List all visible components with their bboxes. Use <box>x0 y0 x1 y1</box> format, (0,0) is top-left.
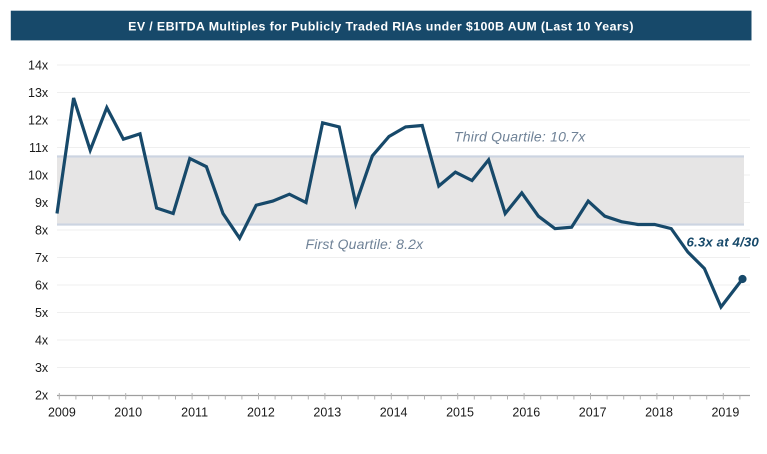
svg-text:8x: 8x <box>35 223 49 237</box>
svg-text:2014: 2014 <box>380 406 408 420</box>
svg-text:2011: 2011 <box>181 406 208 420</box>
svg-text:2019: 2019 <box>711 406 739 420</box>
svg-text:2017: 2017 <box>579 406 607 420</box>
svg-text:10x: 10x <box>28 168 49 182</box>
svg-text:EV / EBITDA Multiples for Publ: EV / EBITDA Multiples for Publicly Trade… <box>128 20 634 34</box>
svg-text:6x: 6x <box>35 278 49 292</box>
svg-text:14x: 14x <box>28 58 49 72</box>
svg-text:First Quartile: 8.2x: First Quartile: 8.2x <box>306 236 425 252</box>
svg-text:13x: 13x <box>28 86 49 100</box>
svg-text:5x: 5x <box>35 306 49 320</box>
svg-text:2009: 2009 <box>48 406 76 420</box>
svg-text:7x: 7x <box>35 251 49 265</box>
svg-text:12x: 12x <box>28 113 49 127</box>
svg-text:2018: 2018 <box>645 406 673 420</box>
svg-text:Third Quartile: 10.7x: Third Quartile: 10.7x <box>454 129 586 145</box>
svg-text:2012: 2012 <box>247 406 275 420</box>
svg-text:4x: 4x <box>35 333 49 347</box>
svg-text:11x: 11x <box>29 141 49 155</box>
svg-text:2x: 2x <box>35 388 49 402</box>
svg-text:2013: 2013 <box>313 406 341 420</box>
svg-text:9x: 9x <box>35 196 49 210</box>
svg-text:2010: 2010 <box>114 406 142 420</box>
svg-text:6.3x at 4/30: 6.3x at 4/30 <box>687 235 760 250</box>
svg-text:3x: 3x <box>35 361 49 375</box>
svg-text:2016: 2016 <box>512 406 540 420</box>
svg-text:2015: 2015 <box>446 406 474 420</box>
